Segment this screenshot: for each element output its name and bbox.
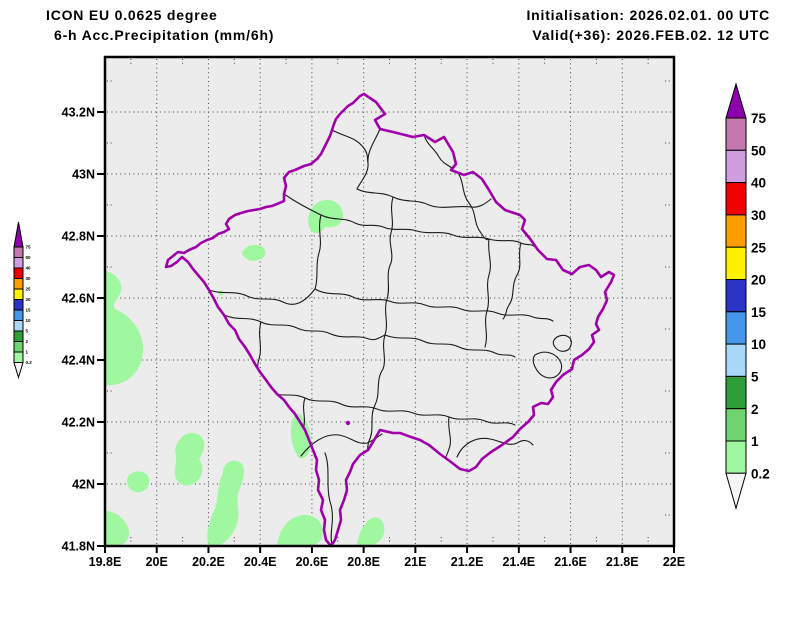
legend-value-label: 40 xyxy=(26,266,32,271)
precip-patch xyxy=(105,511,130,546)
x-tick-label: 22E xyxy=(663,555,685,569)
x-tick-label: 21.2E xyxy=(451,555,484,569)
y-tick-label: 42.2N xyxy=(62,416,95,430)
legend-value-label: 50 xyxy=(751,143,766,158)
precip-patch xyxy=(242,244,266,261)
legend-value-label: 1 xyxy=(751,434,759,449)
legend-value-label: 30 xyxy=(26,276,32,281)
legend-band xyxy=(13,267,24,279)
legend-underflow-arrow xyxy=(13,362,24,380)
legend-band xyxy=(13,299,24,311)
precip-patch xyxy=(277,515,323,546)
legend-colorbar-mini: 75 50 40 30 25 20 15 10 5 2 1 0.2 xyxy=(13,221,33,380)
legend-band xyxy=(13,320,24,332)
x-tick-label: 21.8E xyxy=(606,555,639,569)
plot-frame xyxy=(103,55,676,548)
legend-value-label: 10 xyxy=(751,337,766,352)
legend-value-label: 20 xyxy=(26,297,32,302)
x-tick-label: 21.6E xyxy=(554,555,587,569)
country-border-enclave-dot xyxy=(345,420,351,426)
legend-value-label: 40 xyxy=(751,176,766,191)
legend-band xyxy=(725,375,747,410)
legend-band xyxy=(13,257,24,269)
legend-band xyxy=(725,246,747,280)
legend-band xyxy=(13,246,24,258)
legend-value-label: 75 xyxy=(751,111,767,126)
legend-value-label: 10 xyxy=(26,318,32,323)
legend-band xyxy=(13,330,24,342)
legend-band xyxy=(725,408,747,442)
legend-band xyxy=(13,309,24,321)
y-tick-label: 42.6N xyxy=(62,292,95,306)
country-border xyxy=(164,92,616,546)
legend-band xyxy=(13,351,24,363)
y-tick-label: 41.8N xyxy=(62,540,95,554)
legend-overflow-arrow xyxy=(13,221,24,248)
legend-band xyxy=(13,341,24,353)
legend-band xyxy=(725,311,747,345)
legend-band xyxy=(725,343,747,377)
legend-value-label: 2 xyxy=(751,402,759,417)
legend-value-label: 25 xyxy=(26,287,32,292)
y-tick-label: 42.4N xyxy=(62,354,95,368)
legend-value-label: 30 xyxy=(751,208,766,223)
legend-value-label: 2 xyxy=(26,339,29,344)
legend-value-label: 15 xyxy=(751,305,767,320)
legend-underflow-arrow xyxy=(725,472,747,511)
precip-patch xyxy=(290,413,311,459)
y-tick-label: 43N xyxy=(72,168,95,182)
legend-band xyxy=(13,288,24,300)
legend-band xyxy=(725,279,747,313)
legend-value-label: 50 xyxy=(26,255,32,260)
axis-labels: 19.8E 20E 20.2E 20.4E 20.6E 20.8E 21E 21.2E 21.4… xyxy=(62,106,685,570)
y-tick-label: 42N xyxy=(72,478,95,492)
legend-band xyxy=(725,117,747,151)
legend-value-label: 25 xyxy=(751,240,767,255)
valid-time: Valid(+36): 2026.FEB.02. 12 UTC xyxy=(532,27,770,43)
legend-value-label: 0.2 xyxy=(751,466,770,481)
x-tick-label: 20.4E xyxy=(244,555,277,569)
precip-patch xyxy=(127,471,150,493)
x-tick-label: 21.4E xyxy=(502,555,535,569)
precip-patch xyxy=(105,271,143,386)
x-tick-label: 21E xyxy=(404,555,426,569)
legend-value-label: 20 xyxy=(751,273,766,288)
gridlines xyxy=(107,59,672,544)
legend-value-label: 5 xyxy=(751,370,759,385)
legend-colorbar: 75 50 40 30 25 20 15 10 5 2 1 0.2 xyxy=(725,82,770,511)
init-time: Initialisation: 2026.02.01. 00 UTC xyxy=(526,7,770,23)
x-tick-label: 20E xyxy=(146,555,168,569)
y-tick-label: 43.2N xyxy=(62,106,95,120)
legend-band xyxy=(725,214,747,248)
legend-band xyxy=(725,440,747,474)
axis-ticks xyxy=(97,111,675,553)
map-layer xyxy=(105,92,616,546)
x-tick-label: 20.6E xyxy=(296,555,329,569)
legend-value-label: 1 xyxy=(26,350,29,355)
legend-band xyxy=(13,278,24,290)
legend-value-label: 75 xyxy=(26,245,32,250)
x-tick-label: 20.8E xyxy=(347,555,380,569)
legend-value-label: 5 xyxy=(26,329,29,334)
legend-value-label: 0.2 xyxy=(26,360,33,365)
x-tick-label: 20.2E xyxy=(192,555,225,569)
precip-patch xyxy=(207,460,245,546)
precip-patch xyxy=(218,290,224,296)
product-title: 6-h Acc.Precipitation (mm/6h) xyxy=(54,27,275,43)
precip-patch xyxy=(357,517,385,546)
legend-overflow-arrow xyxy=(725,82,747,119)
model-title: ICON EU 0.0625 degree xyxy=(46,7,218,23)
legend-band xyxy=(725,182,747,216)
legend-band xyxy=(725,149,747,184)
precip-patch xyxy=(174,432,205,486)
precipitation-areas xyxy=(105,199,385,546)
x-tick-label: 19.8E xyxy=(89,555,122,569)
legend-value-label: 15 xyxy=(26,308,32,313)
y-tick-label: 42.8N xyxy=(62,230,95,244)
